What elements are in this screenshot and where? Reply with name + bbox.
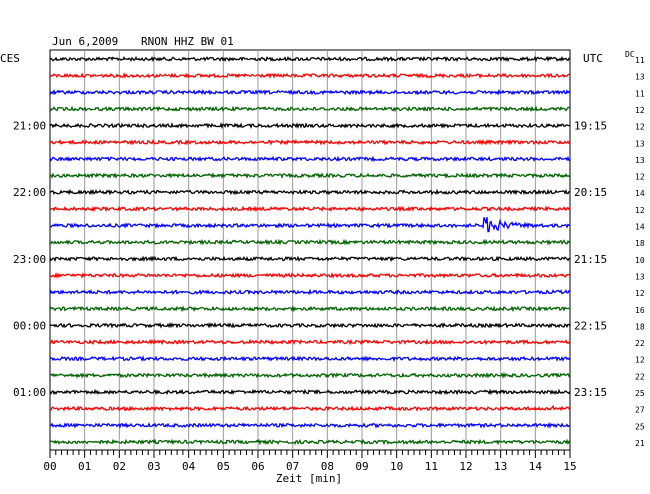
trace-line [49,255,570,263]
x-axis: 00 01 02 03 04 05 06 07 08 09 10 11 12 13 14 15 [43,450,577,473]
dc-offset-value: 21 [635,439,645,448]
x-tick-label: 12 [459,460,472,473]
trace-line [49,88,571,96]
trace-line [49,105,571,113]
left-time-label: 01:00 [13,386,46,399]
trace-line [49,172,571,180]
trace-line [49,188,571,196]
x-tick-label: 01 [78,460,91,473]
dc-offset-value: 18 [635,239,645,248]
dc-offset-value: 25 [635,422,645,431]
trace-line [49,238,571,246]
x-tick-label: 13 [494,460,507,473]
dc-offset-value: 11 [635,56,645,65]
trace-line [49,122,571,130]
left-timezone-label: CES [0,52,20,65]
trace-line [49,338,571,346]
left-time-label: 22:00 [13,186,46,199]
trace-line [49,371,571,380]
dc-offset-value: 13 [635,139,645,148]
dc-offset-value: 14 [635,223,645,232]
x-tick-label: 11 [425,460,438,473]
dc-label: DC [625,50,635,59]
dc-offset-value: 22 [635,339,645,348]
x-tick-label: 07 [286,460,299,473]
trace-line [49,55,571,63]
dc-offset-value: 12 [635,123,645,132]
trace-line [49,421,571,429]
dc-offset-value: 12 [635,289,645,298]
left-time-label: 00:00 [13,319,46,332]
traces [49,55,571,446]
x-tick-label: 04 [182,460,196,473]
right-time-label: 20:15 [574,186,607,199]
x-tick-label: 15 [563,460,576,473]
dc-offset-value: 12 [635,106,645,115]
trace-line [49,271,571,279]
date-label: Jun 6,2009 [52,35,118,48]
dc-offset-value: 27 [635,406,645,415]
left-time-label: 21:00 [13,120,46,133]
dc-offset-value: 12 [635,356,645,365]
dc-offset-value: 16 [635,306,645,315]
dc-offset-value: 18 [635,322,645,331]
right-timezone-label: UTC [583,52,603,65]
trace-line [49,138,571,146]
trace-line [49,438,571,446]
trace-line [49,305,571,313]
right-time-label: 22:15 [574,319,607,332]
plot-frame [49,49,571,451]
trace-line [49,404,571,412]
x-tick-label: 02 [113,460,126,473]
x-tick-label: 08 [321,460,334,473]
trace-line [49,72,571,80]
right-time-label: 19:15 [574,120,607,133]
dc-offset-values: 11 13 11 12 12 13 13 12 14 12 14 18 10 13 12 16 18 22 12 22… [635,56,645,448]
dc-offset-value: 25 [635,389,645,398]
x-tick-label: 03 [147,460,160,473]
right-time-label: 21:15 [574,253,607,266]
trace-line [49,155,571,163]
x-tick-label: 00 [43,460,56,473]
dc-offset-value: 22 [635,372,645,381]
trace-line [49,354,571,363]
x-tick-label: 09 [355,460,368,473]
dc-offset-value: 14 [635,189,645,198]
right-time-labels: 19:15 20:15 21:15 22:15 23:15 [574,120,607,399]
trace-line [49,288,571,296]
grid [49,49,571,451]
right-time-label: 23:15 [574,386,607,399]
x-tick-label: 14 [529,460,543,473]
x-tick-label: 06 [251,460,264,473]
x-tick-label: 05 [217,460,230,473]
x-axis-label: Zeit [min] [276,472,342,485]
trace-line [49,321,571,329]
x-tick-label: 10 [390,460,403,473]
dc-offset-value: 12 [635,173,645,182]
dc-offset-value: 13 [635,156,645,165]
dc-offset-value: 13 [635,272,645,281]
trace-line [49,388,571,396]
dc-offset-value: 13 [635,73,645,82]
station-label: RNON HHZ BW 01 [141,35,234,48]
trace-line [49,205,571,213]
trace-line [50,216,571,233]
dc-offset-value: 12 [635,206,645,215]
left-time-label: 23:00 [13,253,46,266]
left-time-labels: 21:00 22:00 23:00 00:00 01:00 [13,120,46,399]
dc-offset-value: 11 [635,89,645,98]
dc-offset-value: 10 [635,256,645,265]
